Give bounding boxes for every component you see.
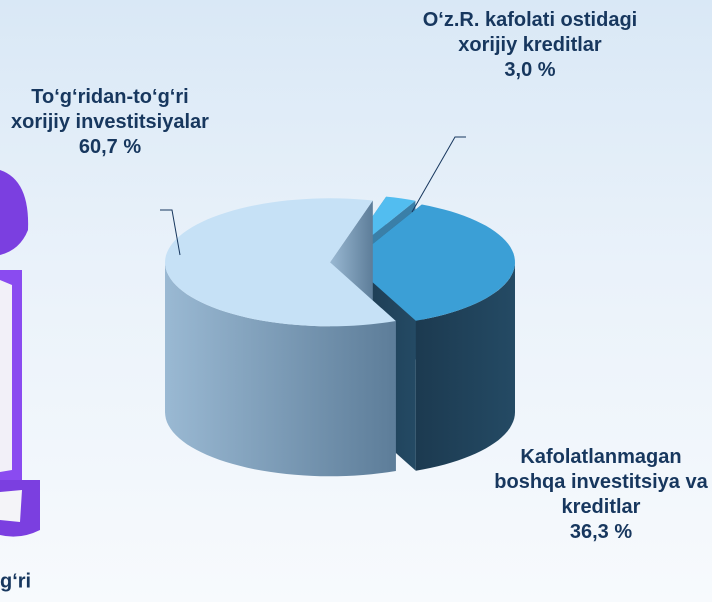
slice-label: To‘g‘ridan-to‘g‘ri xorijiy investitsiyal… bbox=[5, 85, 215, 160]
value-label: 36,3 % bbox=[569, 521, 633, 543]
leader-lines bbox=[160, 136, 466, 256]
left-decoration bbox=[0, 170, 40, 537]
value-label: 3,0 % bbox=[504, 59, 556, 81]
value-label: 60,7 % bbox=[78, 136, 142, 158]
category-label: To‘g‘ridan-to‘g‘ri xorijiy investitsiyal… bbox=[11, 86, 209, 133]
background-text: g‘ri bbox=[0, 570, 31, 592]
slice bbox=[165, 198, 396, 327]
slice bbox=[350, 204, 515, 321]
slice-label: Kafolatlanmagan boshqa investitsiya va k… bbox=[490, 445, 712, 545]
category-label: Kafolatlanmagan boshqa investitsiya va k… bbox=[494, 446, 708, 518]
slice-wall bbox=[415, 262, 515, 471]
slice-wall bbox=[165, 262, 396, 477]
category-label: O‘z.R. kafolati ostidagi xorijiy kreditl… bbox=[422, 9, 638, 56]
slice-label: O‘z.R. kafolati ostidagi xorijiy kreditl… bbox=[410, 8, 650, 83]
